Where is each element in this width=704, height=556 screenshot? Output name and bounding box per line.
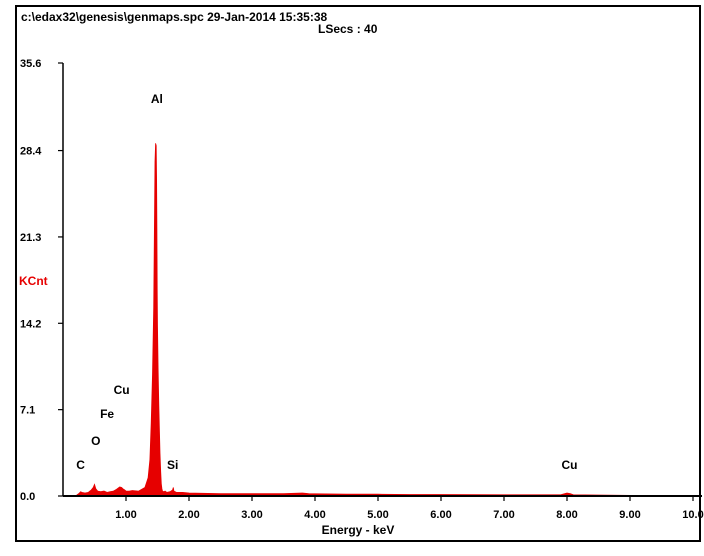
spectrum-area-group — [63, 143, 694, 497]
peak-label-fe: Fe — [100, 407, 114, 421]
peak-label-cu: Cu — [114, 383, 130, 397]
spectrum-frame: c:\edax32\genesis\genmaps.spc 29-Jan-201… — [15, 5, 701, 542]
x-tick-label: 2.00 — [178, 509, 199, 521]
y-tick-label: 35.6 — [20, 58, 41, 70]
peak-label-o: O — [91, 434, 100, 448]
x-axis-label: Energy - keV — [322, 523, 395, 537]
axes-group — [62, 63, 702, 497]
x-tick-label: 5.00 — [367, 509, 388, 521]
x-tick-label: 9.00 — [619, 509, 640, 521]
x-tick-label: 4.00 — [304, 509, 325, 521]
x-tick-label: 10.0 — [682, 509, 703, 521]
ticks-group: 0.0 7.1 14.2 21.3 28.4 35.6 1.00 2.00 3.00 4.00 5.… — [20, 58, 704, 521]
y-axis-label: KCnt — [19, 274, 48, 288]
y-tick-label: 7.1 — [20, 405, 35, 417]
x-tick-label: 7.00 — [493, 509, 514, 521]
peak-label-cu: Cu — [562, 458, 578, 472]
y-tick-label: 0.0 — [20, 491, 35, 503]
peak-label-al: Al — [151, 92, 163, 106]
peak-label-si: Si — [167, 458, 178, 472]
x-tick-label: 3.00 — [241, 509, 262, 521]
peak-label-c: C — [76, 458, 85, 472]
x-tick-label: 6.00 — [430, 509, 451, 521]
x-tick-label: 1.00 — [115, 509, 136, 521]
spectrum-series-0 — [63, 143, 694, 497]
x-tick-label: 8.00 — [556, 509, 577, 521]
y-tick-label: 14.2 — [20, 318, 41, 330]
y-tick-label: 21.3 — [20, 232, 41, 244]
y-tick-label: 28.4 — [20, 146, 42, 158]
file-info: c:\edax32\genesis\genmaps.spc 29-Jan-201… — [21, 10, 328, 24]
lsecs-readout: LSecs : 40 — [318, 22, 378, 36]
